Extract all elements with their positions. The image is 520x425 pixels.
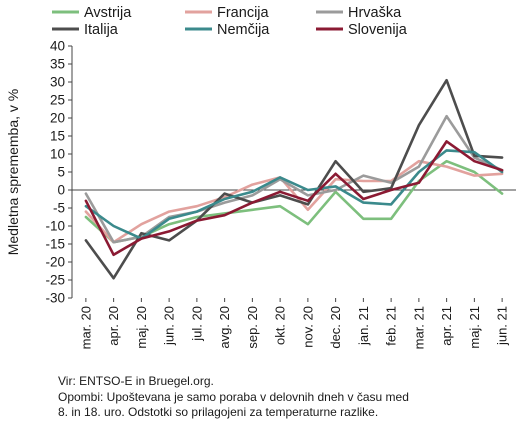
y-tick-label: 40 <box>50 39 65 54</box>
x-tick-label: maj. 21 <box>467 306 482 349</box>
y-tick-label: -20 <box>45 255 65 270</box>
x-tick-label: avg. 20 <box>217 306 232 349</box>
y-tick-label: 15 <box>50 129 65 144</box>
y-tick-label: 5 <box>57 165 65 180</box>
series-line-italija <box>84 78 504 280</box>
legend-label: Francija <box>217 5 270 21</box>
y-tick-label: 25 <box>50 93 65 108</box>
source-note: Vir: ENTSO-E in Bruegel.org. <box>58 374 214 388</box>
y-tick-label: 35 <box>50 57 65 72</box>
remark-line-2: 8. in 18. uro. Odstotki so prilagojeni z… <box>58 405 379 419</box>
x-tick-label: maj. 20 <box>134 306 149 349</box>
legend-label: Slovenija <box>348 22 408 38</box>
x-tick-label: dec. 20 <box>328 306 343 349</box>
legend-label: Italija <box>84 22 119 38</box>
x-tick-label: mar. 21 <box>411 306 426 349</box>
series-line-francija <box>84 159 504 244</box>
y-tick-label: -30 <box>45 291 65 306</box>
y-tick-label: 30 <box>50 75 65 90</box>
x-tick-label: mar. 20 <box>78 306 93 349</box>
legend-label: Hrvaška <box>348 5 402 21</box>
series-line-avstrija <box>84 159 504 244</box>
x-tick-label: jun. 20 <box>162 306 177 346</box>
legend-label: Nemčija <box>217 22 270 38</box>
legend-label: Avstrija <box>84 5 132 21</box>
y-axis-title: Medletna sprememba, v % <box>5 89 21 256</box>
y-tick-label: -25 <box>45 273 65 288</box>
series-line-hrvaška <box>84 114 504 244</box>
x-tick-label: jul. 20 <box>189 306 204 342</box>
y-tick-label: 0 <box>57 183 65 198</box>
remark-line-1: Opombi: Upoštevana je samo poraba v delo… <box>58 390 409 404</box>
x-tick-label: feb. 21 <box>384 306 399 346</box>
x-tick-label: nov. 20 <box>300 306 315 348</box>
x-tick-label: sep. 20 <box>245 306 260 349</box>
y-tick-label: -5 <box>53 201 65 216</box>
x-tick-label: jun. 21 <box>495 306 510 346</box>
y-tick-label: -15 <box>45 237 65 252</box>
x-tick-label: okt. 20 <box>273 306 288 345</box>
series-line-slovenija <box>84 140 504 257</box>
y-tick-label: 10 <box>50 147 65 162</box>
y-tick-label: -10 <box>45 219 65 234</box>
y-tick-label: 20 <box>50 111 65 126</box>
x-tick-label: apr. 21 <box>439 306 454 346</box>
x-tick-label: apr. 20 <box>106 306 121 346</box>
x-tick-label: jan. 21 <box>356 306 371 346</box>
